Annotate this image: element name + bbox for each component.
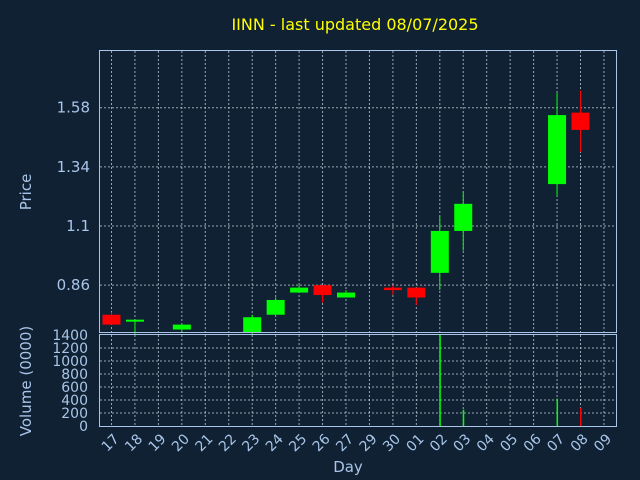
candle-body xyxy=(407,287,426,298)
volume-grid xyxy=(100,335,616,426)
x-tick-label: 26 xyxy=(310,431,334,455)
x-ticks: 17 18 19 20 21 22 23 24 25 26 27 29 30 01 02 03 04 05 06 07… xyxy=(99,431,615,455)
x-tick-label: 01 xyxy=(404,431,428,455)
x-tick-label: 30 xyxy=(380,431,404,455)
x-tick-label: 07 xyxy=(544,431,568,455)
x-tick-label: 08 xyxy=(568,431,592,455)
volume-bar xyxy=(439,335,441,426)
x-tick-label: 25 xyxy=(286,431,310,455)
candle-body xyxy=(337,292,355,298)
x-tick-label: 19 xyxy=(146,431,170,455)
candle-body xyxy=(548,115,567,185)
x-tick-label: 04 xyxy=(474,431,498,455)
x-tick-label: 27 xyxy=(333,431,357,455)
x-tick-label: 17 xyxy=(99,431,123,455)
volume-y-tick-label: 600 xyxy=(61,380,88,396)
candle-body xyxy=(266,299,285,315)
x-tick-label: 21 xyxy=(193,431,217,455)
chart-title: IINN - last updated 08/07/2025 xyxy=(231,15,478,34)
volume-y-tick-label: 400 xyxy=(61,393,88,409)
x-tick-label: 18 xyxy=(122,431,146,455)
x-tick-label: 22 xyxy=(216,431,240,455)
price-y-tick-label: 1.58 xyxy=(57,99,90,117)
x-tick-label: 05 xyxy=(497,431,521,455)
volume-y-tick-label: 200 xyxy=(61,406,88,422)
candle-body xyxy=(243,317,262,332)
candle-body xyxy=(430,230,449,273)
candle-body xyxy=(290,287,309,293)
volume-y-tick-label: 1000 xyxy=(52,354,88,370)
price-y-tick-label: 0.86 xyxy=(57,276,90,294)
volume-y-tick-label: 800 xyxy=(61,367,88,383)
volume-bar xyxy=(580,407,582,426)
x-tick-label: 20 xyxy=(169,431,193,455)
x-tick-label: 02 xyxy=(427,431,451,455)
candle-body xyxy=(125,319,144,322)
x-tick-label: 09 xyxy=(591,431,615,455)
price-y-tick-label: 1.1 xyxy=(66,217,90,235)
volume-y-tick-label: 1400 xyxy=(52,328,88,344)
volume-y-tick-label: 1200 xyxy=(52,341,88,357)
x-tick-label: 06 xyxy=(521,431,545,455)
candle-body xyxy=(172,324,191,330)
x-tick-label: 23 xyxy=(239,431,263,455)
volume-bar xyxy=(556,398,559,426)
volume-y-tick-label: 0 xyxy=(79,419,88,435)
candle-body xyxy=(383,287,402,291)
volume-bars xyxy=(439,335,582,426)
price-panel-frame xyxy=(99,50,617,333)
volume-panel-frame xyxy=(99,334,617,427)
volume-axis-label: Volume (0000) xyxy=(17,326,35,436)
volume-bar xyxy=(462,409,465,426)
x-axis-label: Day xyxy=(333,458,363,476)
candle-body xyxy=(454,203,473,231)
x-tick-label: 29 xyxy=(357,431,381,455)
x-tick-label: 24 xyxy=(263,431,287,455)
candle-body xyxy=(102,314,121,325)
price-grid xyxy=(100,51,616,332)
price-candles xyxy=(102,90,590,335)
price-y-ticks: 0.86 1.1 1.34 1.58 xyxy=(57,99,90,294)
price-y-tick-label: 1.34 xyxy=(57,158,90,176)
price-axis-label: Price xyxy=(17,174,35,211)
candle-body xyxy=(313,285,332,296)
candle-body xyxy=(571,112,590,130)
x-tick-label: 03 xyxy=(450,431,474,455)
